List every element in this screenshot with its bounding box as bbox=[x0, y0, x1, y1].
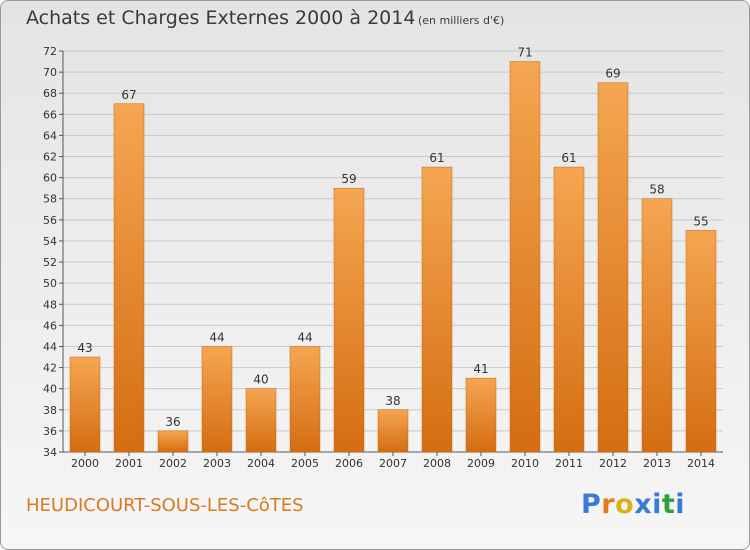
y-tick-label: 70 bbox=[43, 66, 57, 79]
bar bbox=[377, 409, 409, 453]
x-tick-label: 2007 bbox=[379, 457, 407, 470]
y-tick-label: 64 bbox=[43, 129, 57, 142]
bar bbox=[553, 166, 585, 453]
x-tick-label: 2000 bbox=[71, 457, 99, 470]
bar bbox=[421, 166, 453, 453]
y-tick-label: 48 bbox=[43, 298, 57, 311]
y-tick-label: 56 bbox=[43, 214, 57, 227]
bar bbox=[465, 377, 497, 453]
y-tick-label: 40 bbox=[43, 383, 57, 396]
logo-letter: P bbox=[581, 489, 602, 520]
x-tick-label: 2010 bbox=[511, 457, 539, 470]
y-tick-label: 50 bbox=[43, 277, 57, 290]
x-tick-label: 2003 bbox=[203, 457, 231, 470]
logo-letter: x bbox=[634, 489, 653, 520]
data-label: 38 bbox=[385, 394, 400, 408]
data-label: 40 bbox=[253, 373, 268, 387]
bar bbox=[245, 388, 277, 453]
bar bbox=[641, 198, 673, 453]
y-tick-label: 68 bbox=[43, 87, 57, 100]
bar bbox=[685, 230, 717, 453]
bar bbox=[201, 346, 233, 453]
logo-letter: i bbox=[675, 489, 686, 520]
data-label: 36 bbox=[165, 415, 180, 429]
x-tick-label: 2006 bbox=[335, 457, 363, 470]
bar bbox=[69, 356, 101, 453]
x-tick-label: 2004 bbox=[247, 457, 275, 470]
y-tick-label: 54 bbox=[43, 235, 57, 248]
x-tick-label: 2014 bbox=[687, 457, 715, 470]
bar bbox=[597, 82, 629, 453]
y-tick-label: 36 bbox=[43, 425, 57, 438]
data-label: 69 bbox=[605, 67, 620, 81]
chart-subtitle: (en milliers d'€) bbox=[418, 14, 505, 27]
x-tick-label: 2011 bbox=[555, 457, 583, 470]
x-tick-label: 2009 bbox=[467, 457, 495, 470]
bar bbox=[333, 187, 365, 453]
bar bbox=[113, 103, 145, 453]
logo-letter: r bbox=[601, 489, 616, 520]
bar bbox=[289, 346, 321, 453]
chart-title: Achats et Charges Externes 2000 à 2014 bbox=[26, 7, 416, 29]
logo-letter: i bbox=[652, 489, 662, 520]
data-label: 44 bbox=[209, 330, 224, 344]
bar bbox=[157, 430, 189, 453]
y-tick-label: 44 bbox=[43, 340, 57, 353]
bar bbox=[509, 61, 541, 453]
data-label: 58 bbox=[649, 183, 664, 197]
x-tick-label: 2001 bbox=[115, 457, 143, 470]
y-tick-label: 60 bbox=[43, 172, 57, 185]
x-tick-label: 2002 bbox=[159, 457, 187, 470]
y-tick-label: 42 bbox=[43, 362, 57, 375]
x-axis-ticks: 2000 2001 2002 2003 2004 2005 2006 2007 2008 2009… bbox=[71, 452, 715, 470]
data-label: 71 bbox=[517, 46, 532, 60]
y-tick-label: 66 bbox=[43, 108, 57, 121]
y-tick-label: 38 bbox=[43, 404, 57, 417]
data-label: 41 bbox=[473, 362, 488, 376]
x-tick-label: 2013 bbox=[643, 457, 671, 470]
y-tick-label: 34 bbox=[43, 446, 57, 459]
logo-letter: t bbox=[661, 489, 676, 520]
data-label: 61 bbox=[429, 151, 444, 165]
data-label: 44 bbox=[297, 330, 312, 344]
proxiti-logo: Proxiti bbox=[581, 489, 685, 520]
y-tick-label: 62 bbox=[43, 151, 57, 164]
x-tick-label: 2008 bbox=[423, 457, 451, 470]
y-tick-label: 58 bbox=[43, 193, 57, 206]
y-tick-label: 72 bbox=[43, 45, 57, 58]
data-label: 59 bbox=[341, 172, 356, 186]
y-tick-label: 46 bbox=[43, 319, 57, 332]
y-tick-label: 52 bbox=[43, 256, 57, 269]
x-tick-label: 2005 bbox=[291, 457, 319, 470]
commune-name: HEUDICOURT-SOUS-LES-CôTES bbox=[26, 495, 304, 516]
data-label: 67 bbox=[121, 88, 136, 102]
data-labels: 43 67 36 44 40 44 59 38 61 41 71 61 69 58 55 bbox=[77, 46, 708, 429]
data-label: 61 bbox=[561, 151, 576, 165]
x-tick-label: 2012 bbox=[599, 457, 627, 470]
data-label: 43 bbox=[77, 341, 92, 355]
data-label: 55 bbox=[693, 214, 708, 228]
logo-letter: o bbox=[615, 489, 635, 520]
